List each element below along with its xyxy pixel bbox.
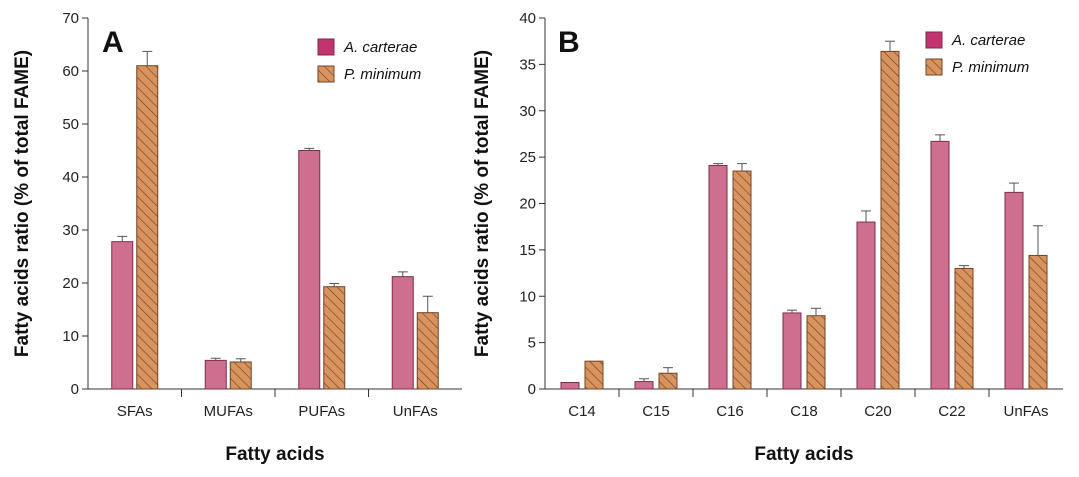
x-tick-label: C20 [864,403,892,420]
legend-swatch [925,58,943,76]
x-tick-label: C15 [642,403,670,420]
y-tick-label: 30 [62,222,79,239]
y-tick-label: 10 [519,288,536,305]
bar-p-minimum [880,50,900,390]
x-tick-label: C16 [716,403,744,420]
y-tick-label: 20 [519,196,536,213]
bar-p-minimum [416,312,439,390]
x-tick-label: UnFAs [1003,403,1048,420]
y-tick-label: 30 [519,103,536,120]
bar-a-carterae [204,359,227,390]
bar-a-carterae [111,241,134,390]
y-tick-label: 50 [62,116,79,133]
legend-swatch [925,31,943,49]
legend-swatch [317,65,335,83]
y-tick-label: 20 [62,275,79,292]
bar-p-minimum [1028,254,1048,390]
panel-letter: A [102,26,124,59]
y-tick-label: 0 [528,381,536,398]
x-tick-label: C22 [938,403,966,420]
y-tick-label: 5 [528,335,536,352]
legend-swatch [317,38,335,56]
x-tick-label: C18 [790,403,818,420]
x-tick-label: C14 [568,403,596,420]
x-tick-label: PUFAs [298,403,345,420]
y-tick-label: 40 [62,169,79,186]
y-tick-label: 35 [519,56,536,73]
legend-label: P. minimum [344,66,421,83]
y-axis-title: Fatty acids ratio (% of total FAME) [472,50,493,357]
bar-p-minimum [732,170,752,390]
bar-a-carterae [560,382,580,390]
panel-b: 0 5 10 15 20 25 30 35 40 C14 C15 C16 C18 C20 C22 UnFAs B… [472,10,1063,465]
bar-p-minimum [136,65,159,390]
bar-p-minimum [806,315,826,390]
x-tick-label: SFAs [117,403,153,420]
bar-p-minimum [658,372,678,390]
y-tick-label: 70 [62,10,79,27]
y-tick-label: 25 [519,149,536,166]
y-axis-title: Fatty acids ratio (% of total FAME) [12,50,33,357]
panel-a: 0 10 20 30 40 50 60 70 SFAs MUFAs PUFAs UnFAs A Fatty… [12,10,462,465]
x-axis-title: Fatty acids [754,444,853,465]
y-tick-label: 40 [519,10,536,27]
y-tick-label: 0 [71,381,79,398]
y-tick-label: 60 [62,63,79,80]
bar-a-carterae [782,312,802,390]
y-tick-label: 15 [519,242,536,259]
x-axis-title: Fatty acids [225,444,324,465]
bar-a-carterae [930,140,950,390]
bar-p-minimum [954,267,974,390]
x-tick-label: UnFAs [393,403,438,420]
bar-p-minimum [229,361,252,390]
bar-a-carterae [708,164,728,390]
bar-a-carterae [298,150,321,390]
bar-a-carterae [634,381,654,390]
bar-a-carterae [856,221,876,390]
panel-letter: B [558,26,580,59]
bar-a-carterae [391,276,414,390]
bar-p-minimum [584,360,604,390]
legend-label: A. carterae [951,32,1025,49]
legend-label: P. minimum [952,59,1029,76]
bar-p-minimum [323,286,346,390]
x-tick-label: MUFAs [204,403,253,420]
y-tick-label: 10 [62,328,79,345]
bar-a-carterae [1004,191,1024,390]
legend-label: A. carterae [343,39,417,56]
